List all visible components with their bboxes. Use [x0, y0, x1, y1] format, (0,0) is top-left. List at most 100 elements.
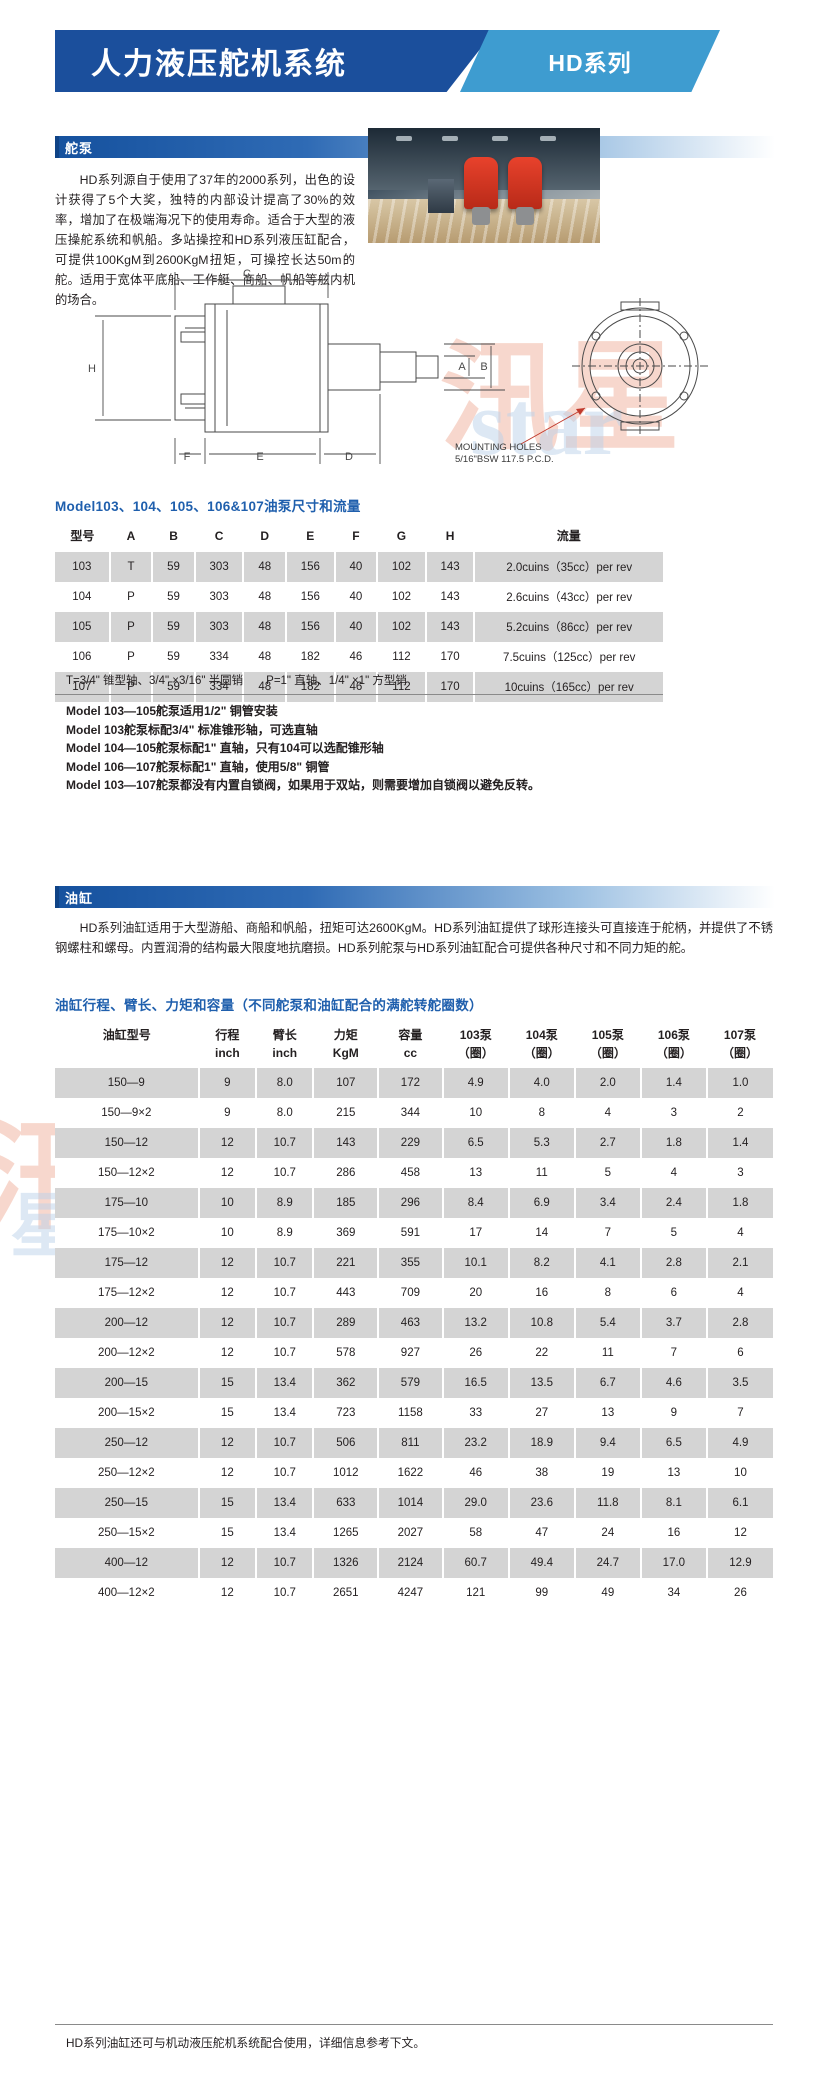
- table-cell: 2124: [378, 1548, 444, 1578]
- table-cell: 9: [198, 1068, 258, 1098]
- table-cell: 579: [378, 1368, 444, 1398]
- table-cell: 362: [313, 1368, 380, 1398]
- table-cell: 1622: [378, 1458, 444, 1488]
- table-cell: 15: [198, 1398, 258, 1428]
- table-row: 175—10×2 10 8.9 369 591 17 14 7 5 4: [55, 1218, 773, 1248]
- table-row: 200—15×2 15 13.4 723 1158 33 27 13 9 7: [55, 1398, 773, 1428]
- table-cell: 121: [442, 1578, 510, 1608]
- table-cell: 38: [508, 1458, 576, 1488]
- table-cell: 4.9: [706, 1428, 773, 1458]
- cylinder-col-subheader: cc: [378, 1043, 443, 1068]
- table-cell: 12: [198, 1458, 258, 1488]
- table-row: 150—9×2 9 8.0 215 344 10 8 4 3 2: [55, 1098, 773, 1128]
- table-cell: 13: [574, 1398, 642, 1428]
- table-cell: 12: [198, 1338, 258, 1368]
- cylinder-col-header: 行程: [198, 1018, 257, 1043]
- table-cell: 143: [425, 582, 476, 612]
- table-cell: 172: [378, 1068, 444, 1098]
- table-cell: 27: [508, 1398, 576, 1428]
- table-cell: 15: [198, 1488, 258, 1518]
- table-cell: 10: [706, 1458, 773, 1488]
- table-cell: 229: [378, 1128, 444, 1158]
- table-cell: 102: [377, 582, 427, 612]
- table-cell: 185: [313, 1188, 380, 1218]
- table-cell: P: [109, 642, 154, 672]
- table-row: 104 P 59 303 48 156 40 102 143 2.6cuins（43cc）per …: [55, 582, 663, 612]
- table-cell: 12: [198, 1428, 258, 1458]
- svg-text:D: D: [345, 451, 353, 463]
- table-cell: 443: [313, 1278, 380, 1308]
- table-cell: 182: [285, 672, 336, 702]
- table-cell: 8.4: [442, 1188, 510, 1218]
- table-cell: 1.0: [706, 1068, 773, 1098]
- table-cell: 102: [377, 552, 427, 582]
- table-cell: 47: [508, 1518, 576, 1548]
- list-item: Model 103舵泵标配3/4" 标准锥形轴，可选直轴: [66, 722, 318, 737]
- table-cell: 24: [574, 1518, 642, 1548]
- table-cell: 1012: [313, 1458, 380, 1488]
- table-row: 150—12 12 10.7 143 229 6.5 5.3 2.7 1.8 1.4: [55, 1128, 773, 1158]
- table-cell: 1.8: [706, 1188, 773, 1218]
- pump-description: HD系列源自于使用了37年的2000系列，出色的设计获得了5个大奖，独特的内部设…: [55, 173, 355, 307]
- pump-col-header: F: [334, 520, 378, 552]
- table-cell: 46: [334, 642, 379, 672]
- table-cell: 8.0: [256, 1098, 315, 1128]
- table-cell: 2651: [313, 1578, 380, 1608]
- table-cell: 10cuins（165cc）per rev: [474, 672, 663, 702]
- pump-table-title: Model103、104、105、106&107油泵尺寸和流量: [55, 499, 361, 514]
- table-cell: 2.4: [640, 1188, 708, 1218]
- cylinder-col-subheader: （圈）: [442, 1043, 509, 1068]
- table-cell: 102: [377, 612, 427, 642]
- cylinder-col-subheader: inch: [256, 1043, 314, 1068]
- table-cell: 250—15×2: [55, 1518, 200, 1548]
- table-cell: 4: [706, 1278, 773, 1308]
- table-cell: 2.8: [706, 1308, 773, 1338]
- table-cell: 33: [442, 1398, 510, 1428]
- table-cell: 2.0: [574, 1068, 642, 1098]
- table-cell: 200—15: [55, 1368, 200, 1398]
- table-cell: 105: [55, 612, 111, 642]
- mounting-note-line2: 5/16"BSW 117.5 P.C.D.: [455, 454, 554, 465]
- svg-text:H: H: [88, 363, 96, 375]
- table-cell: 10.7: [256, 1578, 315, 1608]
- pump-notes-list: Model 103—105舵泵适用1/2" 铜管安装 Model 103舵泵标配3…: [66, 702, 540, 795]
- pump-dimension-table: 型号 A B C D E F G H 流量 103 T 59 303 48 156 40 102 143 2.0cu…: [55, 520, 663, 702]
- table-cell: 2.8: [640, 1248, 708, 1278]
- table-cell: 11: [574, 1338, 642, 1368]
- table-cell: 12: [198, 1308, 258, 1338]
- table-cell: 9: [198, 1098, 258, 1128]
- table-cell: 10.7: [256, 1158, 315, 1188]
- table-cell: 5: [640, 1218, 708, 1248]
- section-header-cylinder-label: 油缸: [65, 890, 94, 906]
- table-cell: 7.5cuins（125cc）per rev: [474, 642, 663, 672]
- table-cell: P: [109, 672, 154, 702]
- table-cell: 40: [334, 582, 379, 612]
- table-cell: 175—12×2: [55, 1278, 200, 1308]
- table-cell: 13.2: [442, 1308, 510, 1338]
- table-cell: 12.9: [706, 1548, 773, 1578]
- table-cell: 13.4: [256, 1398, 315, 1428]
- table-cell: 1.4: [706, 1128, 773, 1158]
- table-row: 106 P 59 334 48 182 46 112 170 7.5cuins（125cc）per…: [55, 642, 663, 672]
- table-cell: 2.6cuins（43cc）per rev: [474, 582, 663, 612]
- table-cell: 8: [508, 1098, 576, 1128]
- banner-primary: 人力液压舵机系统: [55, 30, 495, 92]
- table-cell: 12: [706, 1518, 773, 1548]
- pump-table-legend: T=3/4" 锥型轴、3/4" ×3/16" 半圆销 P=1" 直轴、1/4" …: [66, 675, 407, 687]
- table-cell: 591: [378, 1218, 444, 1248]
- table-cell: 3: [640, 1098, 708, 1128]
- cylinder-col-subheader: inch: [198, 1043, 257, 1068]
- table-cell: 10: [198, 1218, 258, 1248]
- table-cell: P: [109, 612, 154, 642]
- table-row: 150—9 9 8.0 107 172 4.9 4.0 2.0 1.4 1.0: [55, 1068, 773, 1098]
- table-cell: 29.0: [442, 1488, 510, 1518]
- table-cell: 20: [442, 1278, 510, 1308]
- table-cell: 4.1: [574, 1248, 642, 1278]
- pump-col-header: E: [285, 520, 335, 552]
- table-cell: 463: [378, 1308, 444, 1338]
- table-cell: 200—15×2: [55, 1398, 200, 1428]
- table-cell: 170: [425, 642, 476, 672]
- list-item: Model 103—107舵泵都没有内置自锁阀，如果用于双站，则需要增加自锁阀以…: [66, 778, 541, 792]
- table-cell: 2.1: [706, 1248, 773, 1278]
- table-cell: 709: [378, 1278, 444, 1308]
